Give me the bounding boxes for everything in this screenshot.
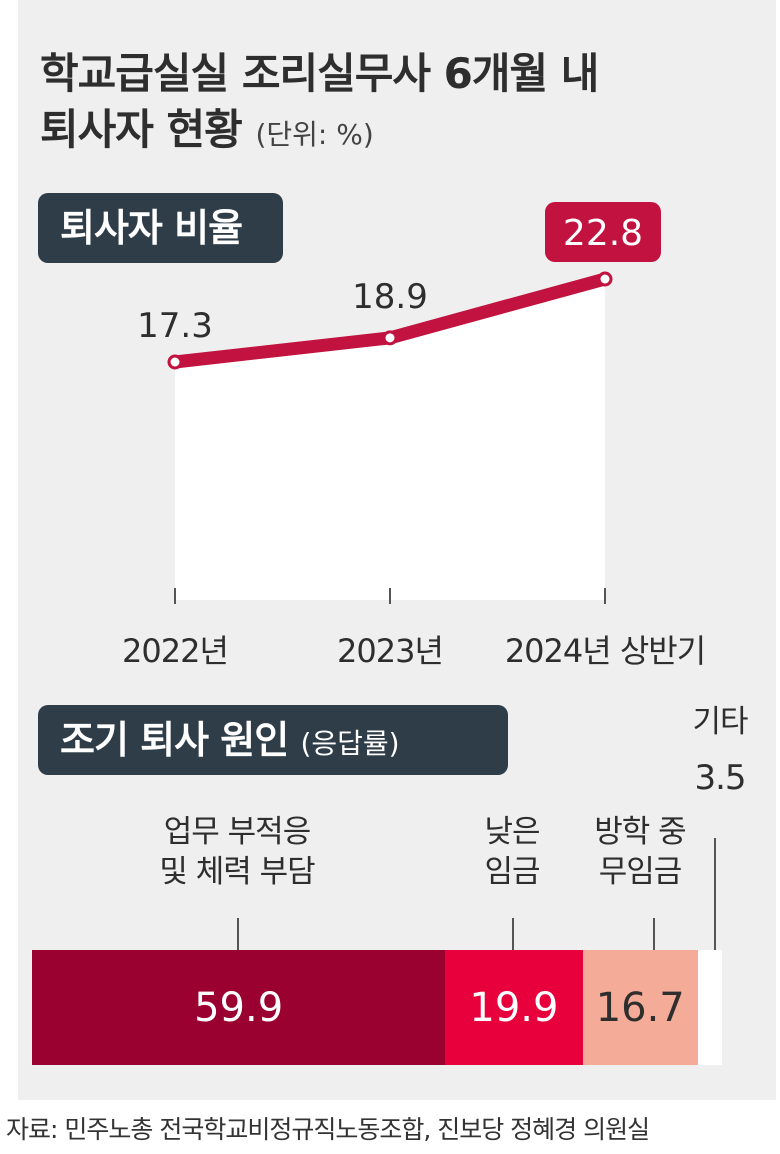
bar-category-label-2: 방학 중 무임금 bbox=[594, 814, 686, 890]
x-tick-label-1: 2023년 bbox=[337, 632, 443, 670]
data-label-2: 22.8 bbox=[563, 213, 643, 254]
data-label-0: 17.3 bbox=[137, 306, 213, 346]
section-label-early-resignation-causes: 조기 퇴사 원인 (응답률) bbox=[38, 705, 508, 775]
section-label-resignation-rate: 퇴사자 비율 bbox=[38, 193, 283, 263]
bar-value-label-3: 3.5 bbox=[694, 758, 746, 798]
data-point-0 bbox=[167, 354, 183, 370]
unit-label: (단위: %) bbox=[255, 118, 374, 151]
bar-category-label-3: 기타 bbox=[692, 704, 748, 740]
x-tick-label-0: 2022년 bbox=[122, 632, 228, 670]
bar-segment-3 bbox=[697, 950, 722, 1065]
bar-tick-3 bbox=[714, 838, 716, 950]
bar-tick-0 bbox=[237, 918, 239, 950]
data-point-2 bbox=[597, 271, 613, 287]
bar-category-label-0: 업무 부적응 및 체력 부담 bbox=[159, 814, 315, 890]
section2-subtitle: (응답률) bbox=[300, 727, 400, 760]
bar-segment-1: 19.9 bbox=[445, 950, 583, 1065]
chart-title-line2: 퇴사자 현황 (단위: %) bbox=[40, 96, 374, 157]
bar-category-label-1: 낮은 임금 bbox=[484, 814, 540, 890]
bar-tick-1 bbox=[512, 918, 514, 950]
chart-title-line1: 학교급실실 조리실무사 6개월 내 bbox=[40, 49, 599, 98]
x-tick-label-2: 2024년 상반기 bbox=[505, 632, 705, 670]
highlight-badge bbox=[545, 202, 661, 262]
line-area bbox=[175, 279, 605, 600]
line-chart: 17.3 18.9 22.8 2022년 2023년 2024년 상반기 bbox=[122, 202, 706, 670]
source-note: 자료: 민주노총 전국학교비정규직노동조합, 진보당 정혜경 의원실 bbox=[6, 1115, 650, 1144]
data-point-1 bbox=[382, 330, 398, 346]
stacked-bar: 59.9 19.9 16.7 bbox=[32, 950, 722, 1065]
bar-tick-2 bbox=[653, 918, 655, 950]
chart-title-text: 퇴사자 현황 bbox=[40, 105, 243, 154]
bar-segment-0: 59.9 bbox=[32, 950, 446, 1065]
section2-title: 조기 퇴사 원인 bbox=[60, 718, 289, 762]
data-label-1: 18.9 bbox=[352, 277, 428, 317]
bar-segment-2: 16.7 bbox=[582, 950, 698, 1065]
